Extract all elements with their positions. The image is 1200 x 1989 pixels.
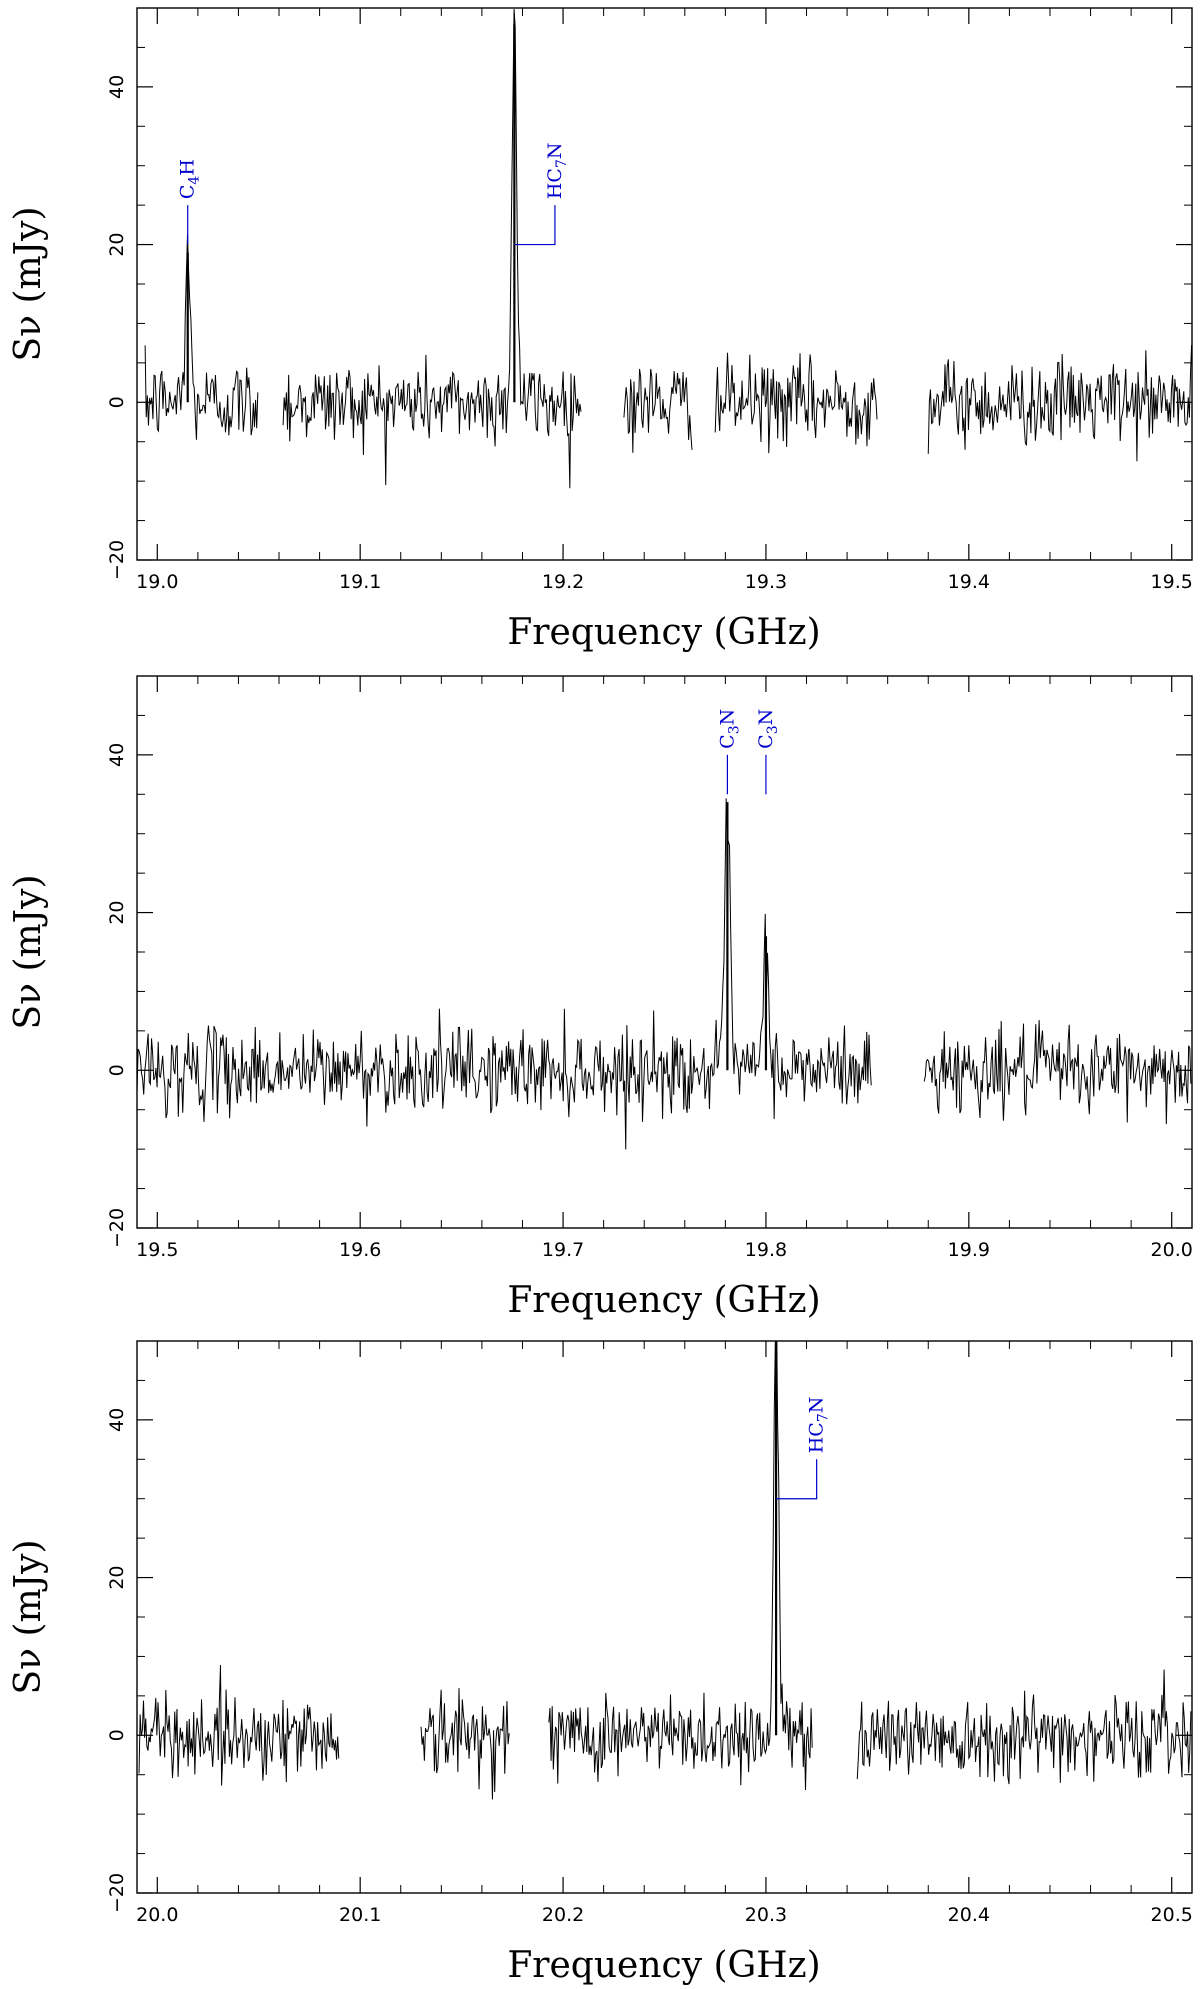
y-tick-label: 20 <box>106 1565 128 1589</box>
x-tick-label: 20.0 <box>1151 1239 1193 1261</box>
x-tick-label: 20.2 <box>542 1904 584 1926</box>
x-tick-label: 20.0 <box>136 1904 178 1926</box>
panel-2-ytick-labels: −20 0 20 40 <box>106 743 128 1248</box>
x-tick-label: 19.9 <box>948 1239 990 1261</box>
y-tick-label: 20 <box>106 900 128 924</box>
x-tick-label: 19.1 <box>339 571 381 593</box>
panel-3-ticks <box>137 1340 1192 1894</box>
y-tick-label: −20 <box>106 1208 128 1248</box>
y-tick-label: −20 <box>106 1873 128 1913</box>
panel-3-ytick-labels: −20 0 20 40 <box>106 1408 128 1913</box>
x-tick-label: 19.2 <box>542 571 584 593</box>
x-tick-label: 19.7 <box>542 1239 584 1261</box>
molecule-label: C3N <box>755 709 781 749</box>
y-tick-label: 40 <box>106 75 128 99</box>
panel-2-spectrum <box>137 798 1192 1150</box>
panel-3-ylabel: Sν (mJy) <box>8 1540 49 1695</box>
molecule-label-suffix: N <box>806 1397 828 1414</box>
panel-3-spectrum <box>138 1341 1192 1800</box>
molecule-label-subscript: 7 <box>554 159 570 168</box>
panel-2-ticks <box>137 675 1192 1229</box>
y-tick-label: 0 <box>106 1064 128 1076</box>
molecule-label-main: C <box>716 734 738 749</box>
panel-3-frame <box>136 1340 1193 1894</box>
panel-3-annotations: HC7N <box>776 1397 832 1500</box>
spectrum-segment <box>137 798 872 1150</box>
panel-1-ticks <box>137 7 1192 561</box>
molecule-label-suffix: N <box>755 709 777 726</box>
annotation-bracket <box>776 1459 818 1500</box>
molecule-label-suffix: N <box>716 709 738 726</box>
line-annotation: HC7N <box>776 1397 832 1500</box>
panel-1-spectrum <box>144 9 1192 489</box>
annotation-bracket <box>514 205 556 246</box>
y-tick-label: 20 <box>106 232 128 256</box>
panel-2-frame <box>136 675 1193 1229</box>
molecule-label: HC7N <box>544 142 570 199</box>
spectrum-segment <box>714 352 878 454</box>
x-tick-label: 20.1 <box>339 1904 381 1926</box>
molecule-label-suffix: H <box>177 159 199 176</box>
molecule-label: HC7N <box>806 1397 832 1454</box>
panel-3-xtick-labels: 20.0 20.1 20.2 20.3 20.4 20.5 <box>136 1904 1193 1926</box>
x-tick-label: 19.5 <box>136 1239 178 1261</box>
x-tick-label: 20.5 <box>1151 1904 1193 1926</box>
molecule-label: C3N <box>716 709 742 749</box>
x-tick-label: 19.8 <box>745 1239 787 1261</box>
molecule-label-main: HC <box>806 1422 828 1453</box>
y-tick-label: 0 <box>106 1729 128 1741</box>
spectrum-segment <box>144 233 259 440</box>
panel-3-xlabel: Frequency (GHz) <box>507 1945 820 1986</box>
molecule-label-subscript: 7 <box>816 1413 832 1422</box>
x-tick-label: 19.4 <box>948 571 990 593</box>
spectrum-segment <box>923 1020 1192 1125</box>
spectrum-segment <box>623 368 693 453</box>
x-tick-label: 19.0 <box>136 571 178 593</box>
spectrum-segment <box>420 1688 510 1800</box>
y-tick-label: 0 <box>106 396 128 408</box>
x-tick-label: 19.3 <box>745 571 787 593</box>
spectrum-segment <box>856 1669 1192 1785</box>
spectrum-segment <box>548 1341 813 1791</box>
panel-1-xlabel: Frequency (GHz) <box>507 612 820 653</box>
spectrum-segment <box>138 1664 340 1786</box>
line-annotation: HC7N <box>514 142 570 246</box>
panel-2-ylabel: Sν (mJy) <box>8 875 49 1030</box>
molecule-label-suffix: N <box>544 142 566 159</box>
line-annotation: C3N <box>755 709 781 795</box>
line-annotation: C4H <box>177 159 203 245</box>
y-tick-label: −20 <box>106 540 128 580</box>
panel-3: 20.0 20.1 20.2 20.3 20.4 20.5 −20 0 20 40 HC7N F… <box>8 1340 1193 1986</box>
molecule-label-subscript: 3 <box>726 725 742 734</box>
panel-1-xtick-labels: 19.0 19.1 19.2 19.3 19.4 19.5 <box>136 571 1193 593</box>
x-tick-label: 20.4 <box>948 1904 990 1926</box>
panel-1-frame <box>136 7 1193 561</box>
panel-2-xtick-labels: 19.5 19.6 19.7 19.8 19.9 20.0 <box>136 1239 1193 1261</box>
molecule-label-subscript: 3 <box>765 725 781 734</box>
molecule-label-main: HC <box>544 168 566 199</box>
y-tick-label: 40 <box>106 1408 128 1432</box>
x-tick-label: 19.6 <box>339 1239 381 1261</box>
panel-1-ylabel: Sν (mJy) <box>8 207 49 362</box>
y-tick-label: 40 <box>106 743 128 767</box>
panel-1-ytick-labels: −20 0 20 40 <box>106 75 128 580</box>
molecule-label: C4H <box>177 159 203 199</box>
spectrum-segment <box>927 344 1192 462</box>
molecule-label-subscript: 4 <box>187 176 203 185</box>
panel-2-xlabel: Frequency (GHz) <box>507 1280 820 1321</box>
line-annotation: C3N <box>716 709 742 795</box>
molecule-label-main: C <box>177 185 199 200</box>
x-tick-label: 19.5 <box>1151 571 1193 593</box>
molecule-label-main: C <box>755 734 777 749</box>
spectrum-segment <box>282 9 582 489</box>
x-tick-label: 20.3 <box>745 1904 787 1926</box>
